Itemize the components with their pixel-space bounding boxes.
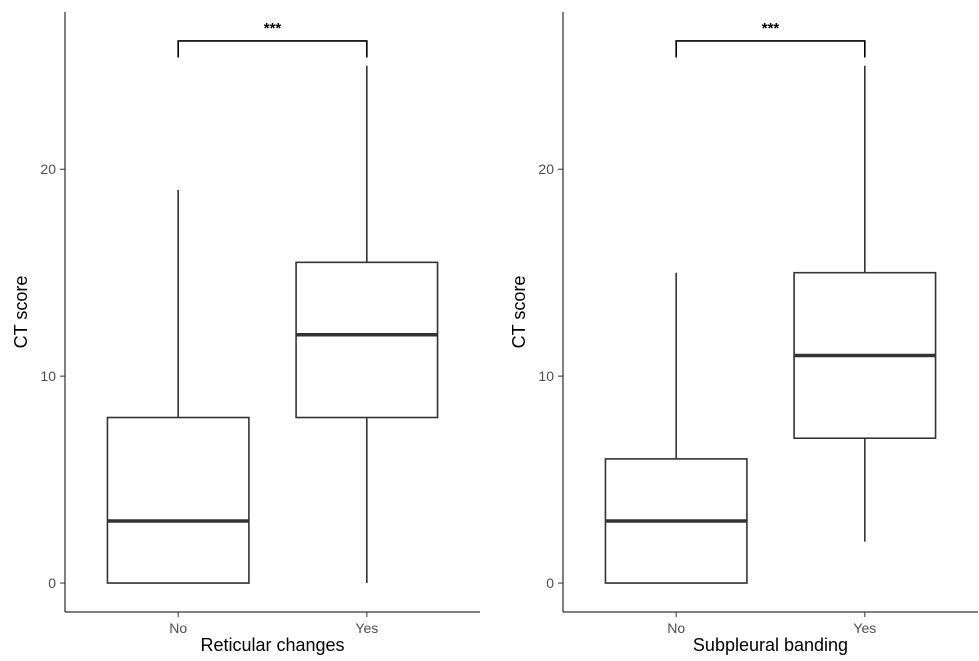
y-tick-label: 0 (48, 575, 56, 591)
panel-2: 0 10 20 No Yes *** Subpleural banding CT score (509, 12, 978, 655)
box-no (107, 418, 248, 584)
panel-1: 0 10 20 No Yes *** Reticular changes CT score (11, 12, 480, 655)
y-tick-label: 0 (546, 575, 554, 591)
y-axis-title: CT score (11, 276, 31, 349)
y-tick-label: 20 (538, 161, 554, 177)
y-tick-label: 10 (40, 368, 56, 384)
x-axis-title: Subpleural banding (693, 635, 848, 655)
y-tick-label: 20 (40, 161, 56, 177)
significance-bracket (178, 41, 367, 58)
x-tick-label: Yes (853, 620, 876, 636)
significance-label: *** (762, 20, 780, 37)
x-axis-title: Reticular changes (200, 635, 344, 655)
y-axis-title: CT score (509, 276, 529, 349)
significance-bracket (676, 41, 865, 58)
x-tick-label: No (667, 620, 685, 636)
x-tick-label: Yes (355, 620, 378, 636)
y-tick-label: 10 (538, 368, 554, 384)
significance-label: *** (264, 20, 282, 37)
box-yes (296, 262, 437, 417)
x-tick-label: No (169, 620, 187, 636)
